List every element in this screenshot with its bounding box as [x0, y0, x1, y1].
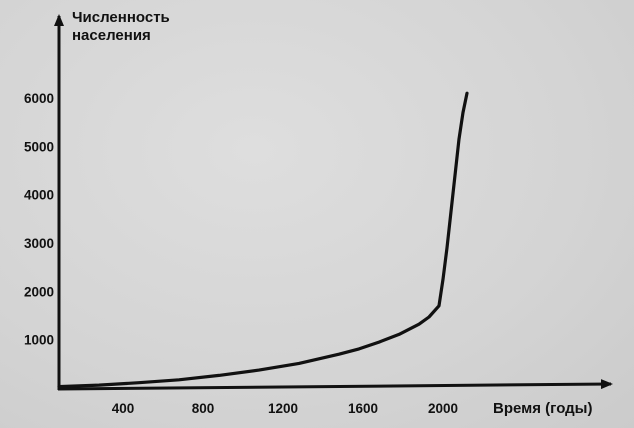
x-tick-label: 1200 [268, 401, 298, 416]
x-tick-label: 800 [192, 401, 215, 416]
x-axis [57, 379, 613, 391]
x-axis-title: Время (годы) [493, 400, 593, 417]
y-tick-label: 5000 [24, 139, 54, 154]
x-tick-label: 1600 [348, 401, 378, 416]
x-tick-labels: 400 800 1200 1600 2000 [112, 401, 458, 416]
y-tick-labels: 1000 2000 3000 4000 5000 6000 [24, 91, 54, 348]
population-curve [57, 91, 469, 389]
y-tick-label: 6000 [24, 91, 54, 106]
y-tick-label: 3000 [24, 236, 54, 251]
y-tick-label: 4000 [24, 188, 54, 203]
y-axis-title-line2: населения [72, 27, 151, 44]
y-tick-label: 1000 [24, 333, 54, 348]
y-tick-label: 2000 [24, 284, 54, 299]
y-axis-title-line1: Численность [72, 9, 170, 26]
x-tick-label: 2000 [428, 401, 458, 416]
x-tick-label: 400 [112, 401, 135, 416]
